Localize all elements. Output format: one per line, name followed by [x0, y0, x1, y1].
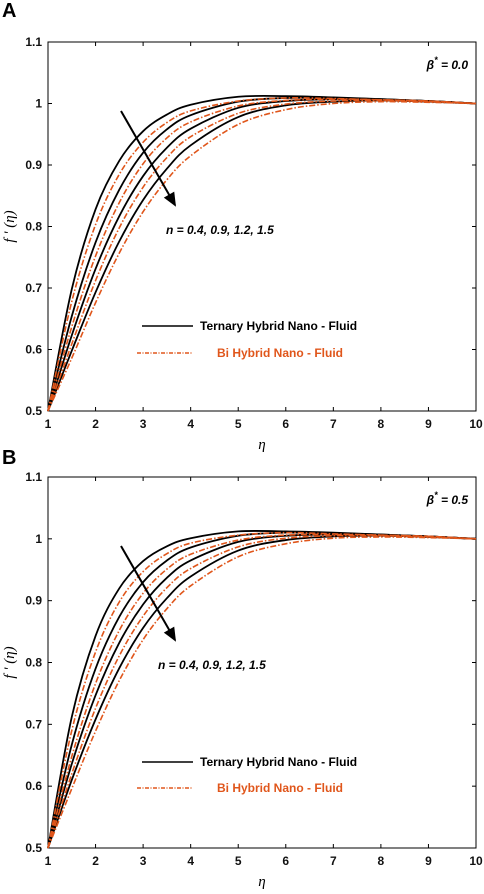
y-tick-label: 0.7	[25, 281, 42, 295]
y-axis-title: f ' (η)	[2, 646, 18, 678]
x-tick-label: 5	[235, 417, 242, 431]
series-line-bi-n1_2	[47, 534, 477, 849]
trend-arrow-head	[163, 191, 176, 207]
x-tick-label: 8	[378, 854, 385, 868]
x-tick-label: 10	[469, 417, 483, 431]
x-tick-label: 7	[330, 417, 337, 431]
x-tick-label: 3	[140, 417, 147, 431]
series-line-bi-n1_5	[47, 100, 477, 412]
y-tick-label: 1.1	[25, 470, 42, 484]
series-line-bi-n0_4	[47, 531, 477, 849]
series-line-ternary-n1_5	[47, 99, 477, 412]
series-line-bi-n1_5	[47, 536, 477, 849]
legend-label-bi: Bi Hybrid Nano - Fluid	[217, 781, 343, 795]
y-tick-label: 1	[35, 97, 42, 111]
n-values-annotation: n = 0.4, 0.9, 1.2, 1.5	[166, 223, 274, 237]
chart-panel-b: B 1 2 3 4 5 6 7 8 9 10 0.5 0.6 0.7 0.8 0.9 1 1.1 η f ' (η) β…	[2, 447, 483, 890]
x-tick-label: 1	[45, 854, 52, 868]
x-tick-label: 10	[469, 854, 483, 868]
x-tick-label: 4	[187, 417, 194, 431]
legend-label-bi: Bi Hybrid Nano - Fluid	[217, 346, 343, 360]
y-tick-label: 1	[35, 532, 42, 546]
series-line-bi-n0_9	[47, 533, 477, 849]
series-line-ternary-n1_2	[47, 533, 477, 849]
x-tick-label: 2	[92, 854, 99, 868]
series-line-ternary-n1_5	[47, 534, 477, 849]
x-tick-label: 1	[45, 417, 52, 431]
x-tick-label: 9	[425, 417, 432, 431]
series-line-bi-n1_2	[47, 99, 477, 412]
x-axis-title: η	[258, 874, 265, 890]
x-tick-label: 6	[282, 854, 289, 868]
y-tick-label: 1.1	[25, 35, 42, 49]
trend-arrow-shaft	[120, 110, 176, 206]
beta-annotation: β* = 0.5	[426, 490, 469, 507]
legend-label-ternary: Ternary Hybrid Nano - Fluid	[200, 755, 357, 769]
panel-label: B	[2, 447, 16, 469]
x-tick-label: 2	[92, 417, 99, 431]
series-line-ternary-n0_9	[47, 531, 477, 849]
x-axis-title: η	[258, 437, 265, 453]
y-tick-label: 0.7	[25, 717, 42, 731]
chart-panel-a: A 1 2 3 4 5 6 7 8 9 10 0.5 0.6 0.7 0.8 0.9 1 1.1 η f ' (η) β…	[2, 0, 483, 453]
trend-arrow-shaft	[120, 545, 176, 641]
beta-annotation: β* = 0.0	[426, 55, 469, 72]
y-tick-label: 0.6	[25, 343, 42, 357]
x-tick-label: 3	[140, 854, 147, 868]
y-tick-label: 0.8	[25, 220, 42, 234]
n-values-annotation: n = 0.4, 0.9, 1.2, 1.5	[158, 658, 266, 672]
x-tick-label: 9	[425, 854, 432, 868]
x-tick-label: 8	[378, 417, 385, 431]
series-line-ternary-n0_4	[47, 94, 477, 412]
y-axis-title: f ' (η)	[2, 210, 18, 242]
y-tick-label: 0.5	[25, 841, 42, 855]
y-tick-label: 0.6	[25, 779, 42, 793]
x-tick-label: 4	[187, 854, 194, 868]
y-tick-label: 0.9	[25, 594, 42, 608]
x-tick-label: 5	[235, 854, 242, 868]
y-tick-label: 0.5	[25, 404, 42, 418]
y-tick-label: 0.8	[25, 656, 42, 670]
panel-label: A	[2, 0, 16, 22]
series-line-bi-n0_9	[47, 98, 477, 412]
x-tick-label: 7	[330, 854, 337, 868]
trend-arrow-head	[163, 626, 176, 642]
y-tick-label: 0.9	[25, 158, 42, 172]
series-line-ternary-n0_4	[47, 529, 477, 849]
x-tick-label: 6	[282, 417, 289, 431]
legend-label-ternary: Ternary Hybrid Nano - Fluid	[200, 319, 357, 333]
